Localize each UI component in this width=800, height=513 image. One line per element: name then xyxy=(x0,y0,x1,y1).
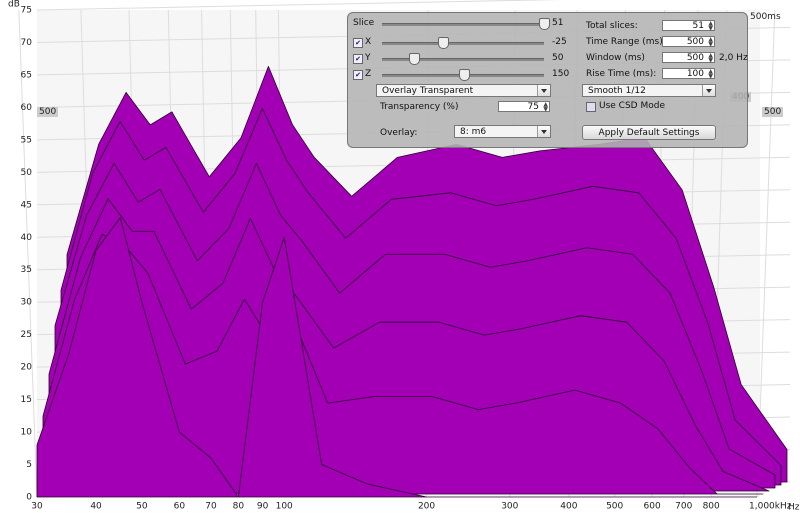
x-label: X xyxy=(365,37,372,47)
y-axis-label: dB xyxy=(8,0,20,10)
csd-checkbox[interactable] xyxy=(586,102,596,112)
y-tick-label: 5 xyxy=(26,460,32,470)
y-tick-label: 45 xyxy=(21,200,32,210)
x-tick-label: 60 xyxy=(174,502,186,512)
y-value: 50 xyxy=(552,53,564,63)
x-knob[interactable] xyxy=(438,37,449,49)
x-tick-label: 70 xyxy=(205,502,217,512)
x-axis-unit: Hz xyxy=(788,503,800,513)
y-tick-label: 0 xyxy=(26,493,32,503)
x-tick-label: 90 xyxy=(257,502,269,512)
y-tick-label: 65 xyxy=(21,70,32,80)
x-tick-label: 40 xyxy=(90,502,102,512)
y-tick-label: 55 xyxy=(21,135,32,145)
overlay-dropdown[interactable]: 8: m6 xyxy=(454,125,551,138)
y-knob[interactable] xyxy=(409,53,420,65)
x-checkbox[interactable]: ✔ xyxy=(353,38,363,48)
window-label: Window (ms) xyxy=(586,53,645,63)
y-tick-label: 70 xyxy=(21,38,33,48)
y-tick-label: 40 xyxy=(21,233,33,243)
y-tick-label: 15 xyxy=(21,395,32,405)
window-value: 500 xyxy=(686,53,704,63)
transparency-field[interactable]: 75 ▲ ▼ xyxy=(498,101,550,113)
x-tick-label: 700 xyxy=(675,502,692,512)
slice-knob[interactable] xyxy=(539,18,550,30)
overlay-value: 8: m6 xyxy=(460,127,487,137)
y-tick-label: 60 xyxy=(21,103,33,113)
y-tick-label: 25 xyxy=(21,330,32,340)
waterfall-slice xyxy=(36,217,758,498)
overlay-mode: Overlay Transparent xyxy=(382,86,474,96)
x-tick-label: 30 xyxy=(31,502,43,512)
window-field[interactable]: 500 ▲ ▼ xyxy=(662,52,715,64)
y-tick-label: 20 xyxy=(21,363,33,373)
x-tick-label: 300 xyxy=(501,502,518,512)
slice-value: 51 xyxy=(552,18,564,28)
y-tick-label: 30 xyxy=(21,298,33,308)
total-slices-field[interactable]: 51 ▲ ▼ xyxy=(662,20,715,32)
controls-panel: Slice 51 ✔ X -25 ✔ Y 50 ✔ Z 150 Overlay … xyxy=(347,12,748,148)
csd-label: Use CSD Mode xyxy=(599,101,665,111)
total-slices-label: Total slices: xyxy=(586,21,638,31)
y-tick-label: 10 xyxy=(21,428,33,438)
rise-time-label: Rise Time (ms): xyxy=(586,69,657,79)
apply-default-label: Apply Default Settings xyxy=(598,128,700,138)
y-tick-label: 75 xyxy=(21,6,32,16)
rise-time-value: 100 xyxy=(686,69,704,79)
x-slider[interactable] xyxy=(382,42,544,45)
smoothing-dropdown[interactable]: Smooth 1/12 xyxy=(582,84,716,97)
grid-line xyxy=(18,9,38,498)
x-value: -25 xyxy=(552,37,567,47)
rise-time-field[interactable]: 100 ▲ ▼ xyxy=(662,68,715,80)
y-checkbox[interactable]: ✔ xyxy=(353,54,363,64)
slice-label: Slice xyxy=(353,18,375,28)
x-tick-label: 500 xyxy=(606,502,623,512)
x-tick-label: 600 xyxy=(644,502,661,512)
transparency-value: 75 xyxy=(527,102,539,112)
z-value: 150 xyxy=(552,69,570,79)
time-range-label: Time Range (ms): xyxy=(586,37,666,47)
x-tick-label: 100 xyxy=(276,502,293,512)
smoothing: Smooth 1/12 xyxy=(588,86,646,96)
x-tick-label: 80 xyxy=(233,502,245,512)
time-range-value: 500 xyxy=(686,37,704,47)
overlay-mode-dropdown[interactable]: Overlay Transparent xyxy=(376,84,551,97)
grid-line xyxy=(36,0,563,11)
depth-label: 500 xyxy=(762,107,784,117)
z-knob[interactable] xyxy=(459,69,470,81)
y-tick-label: 35 xyxy=(21,265,32,275)
x-tick-label: 400 xyxy=(560,502,577,512)
z-label: Z xyxy=(365,69,372,79)
time-range-field[interactable]: 500 ▲ ▼ xyxy=(662,36,715,48)
depth-label: 500 xyxy=(37,107,59,117)
total-slices-value: 51 xyxy=(692,21,704,31)
x-tick-label: 200 xyxy=(418,502,435,512)
y-label: Y xyxy=(365,53,371,63)
depth-label: 500ms xyxy=(750,12,781,22)
window-resolution: 2,0 Hz xyxy=(719,53,748,63)
y-tick-label: 50 xyxy=(21,168,33,178)
x-tick-label: 800 xyxy=(703,502,720,512)
apply-default-button[interactable]: Apply Default Settings xyxy=(582,125,716,140)
slice-slider[interactable] xyxy=(382,23,544,26)
y-slider[interactable] xyxy=(382,58,544,61)
x-tick-label: 1,000kHz xyxy=(749,502,792,512)
z-checkbox[interactable]: ✔ xyxy=(353,70,363,80)
transparency-label: Transparency (%) xyxy=(380,102,459,112)
overlay-label: Overlay: xyxy=(380,128,418,138)
x-tick-label: 50 xyxy=(136,502,148,512)
